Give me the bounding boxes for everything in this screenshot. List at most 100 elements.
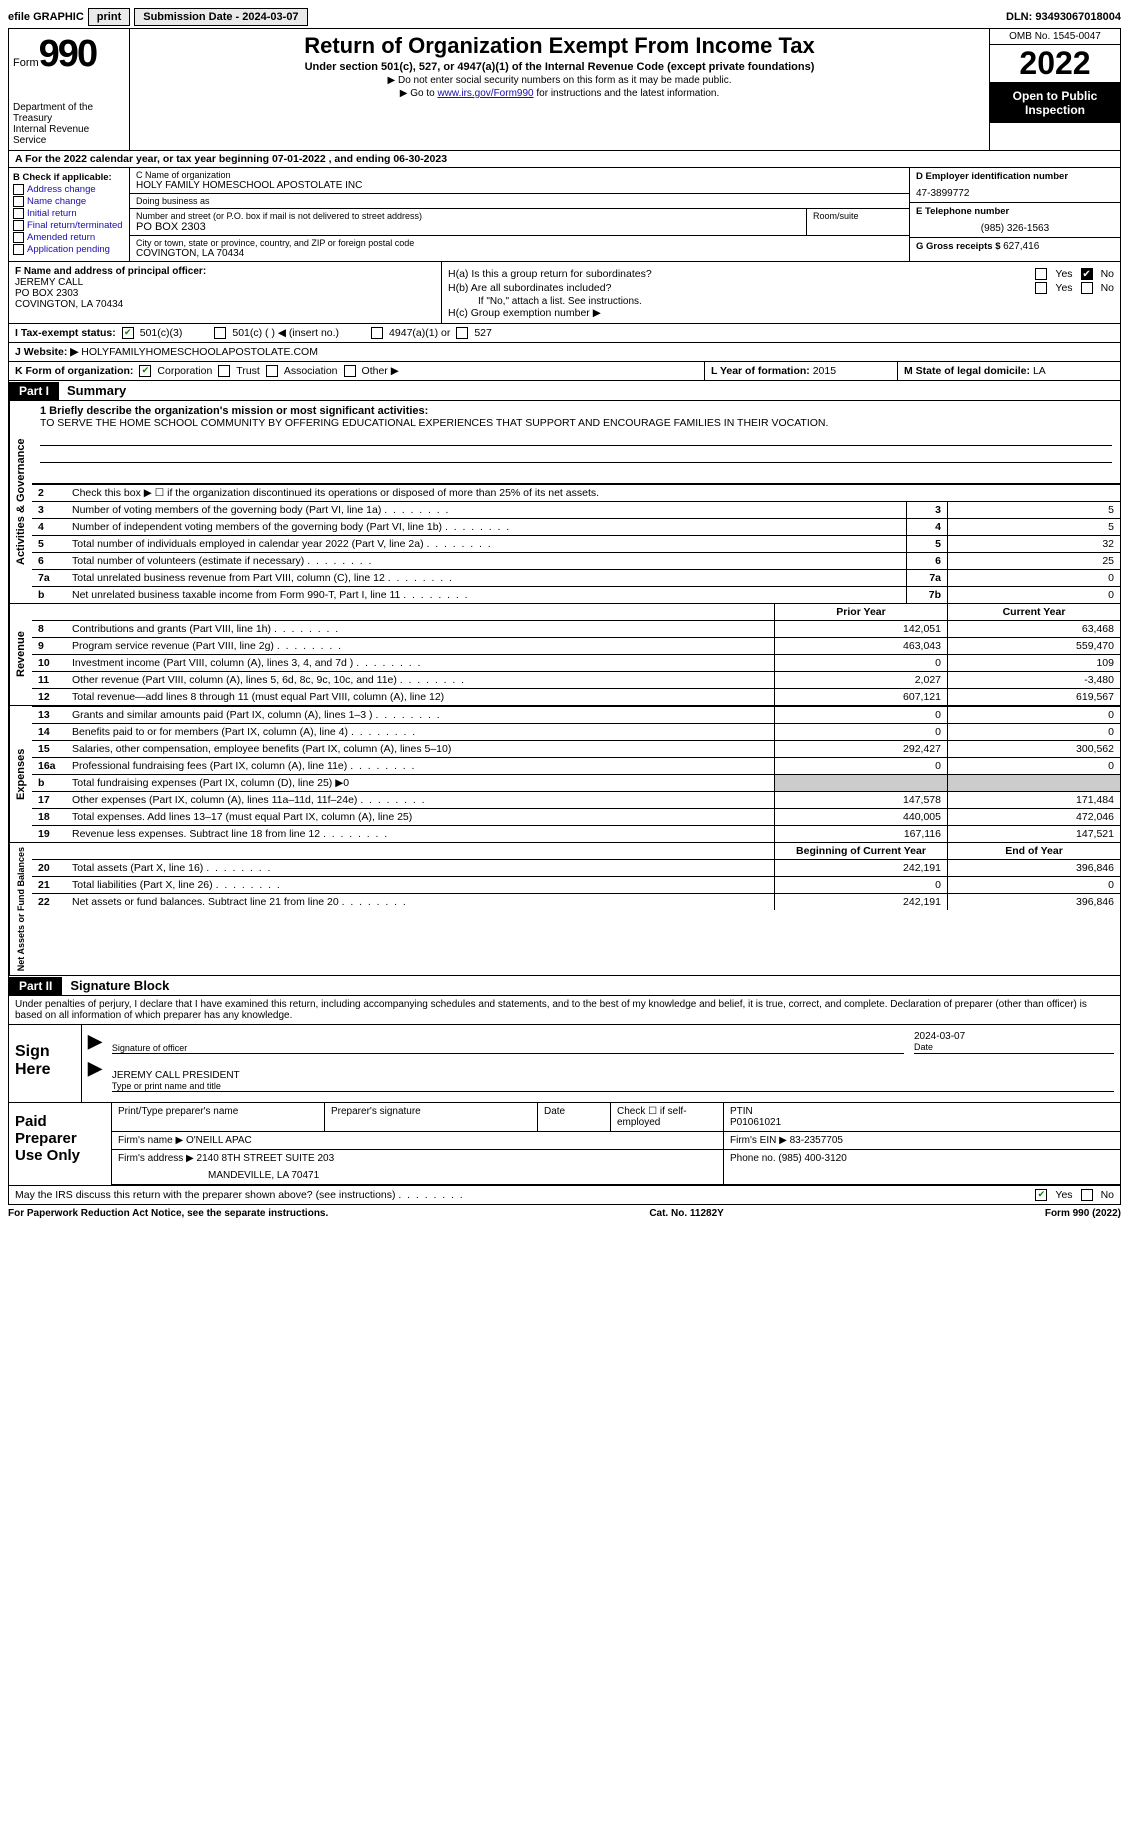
chk-trust[interactable] bbox=[218, 365, 230, 377]
ha-no[interactable]: ✔ bbox=[1081, 268, 1093, 280]
signature-field[interactable]: Signature of officer bbox=[112, 1031, 904, 1054]
revenue-table: Prior YearCurrent Year 8Contributions an… bbox=[32, 604, 1120, 705]
table-row: 16aProfessional fundraising fees (Part I… bbox=[32, 758, 1120, 775]
efile-label: efile GRAPHIC bbox=[8, 11, 84, 23]
gross-receipts: 627,416 bbox=[1003, 241, 1039, 252]
open-inspection: Open to Public Inspection bbox=[990, 83, 1120, 123]
col-b-checkboxes: B Check if applicable: Address change Na… bbox=[9, 168, 130, 261]
mission-text: TO SERVE THE HOME SCHOOL COMMUNITY BY OF… bbox=[40, 417, 1112, 429]
table-row: 21Total liabilities (Part X, line 26)00 bbox=[32, 877, 1120, 894]
table-row: 11Other revenue (Part VIII, column (A), … bbox=[32, 672, 1120, 689]
dept-treasury: Department of the Treasury bbox=[13, 102, 125, 124]
chk-corporation[interactable] bbox=[139, 365, 151, 377]
discuss-with-preparer: May the IRS discuss this return with the… bbox=[8, 1186, 1121, 1205]
arrow-icon: ▶ bbox=[88, 1058, 102, 1092]
hb-yes[interactable] bbox=[1035, 282, 1047, 294]
ssn-note: ▶ Do not enter social security numbers o… bbox=[136, 75, 983, 86]
arrow-icon: ▶ bbox=[88, 1031, 102, 1054]
street-address: PO BOX 2303 bbox=[136, 221, 800, 233]
table-row: bNet unrelated business taxable income f… bbox=[32, 587, 1120, 604]
page-footer: For Paperwork Reduction Act Notice, see … bbox=[8, 1205, 1121, 1222]
tax-exempt-status: I Tax-exempt status: 501(c)(3) 501(c) ( … bbox=[8, 324, 1121, 343]
chk-amended-return[interactable]: Amended return bbox=[13, 232, 125, 243]
form-id-box: Form990 Department of the Treasury Inter… bbox=[9, 29, 130, 150]
chk-address-change[interactable]: Address change bbox=[13, 184, 125, 195]
form-subtitle: Under section 501(c), 527, or 4947(a)(1)… bbox=[136, 61, 983, 73]
firm-phone: (985) 400-3120 bbox=[778, 1153, 846, 1164]
sign-date: 2024-03-07 Date bbox=[914, 1031, 1114, 1054]
org-website: HOLYFAMILYHOMESCHOOLAPOSTOLATE.COM bbox=[81, 346, 318, 358]
paid-preparer-table: Print/Type preparer's name Preparer's si… bbox=[112, 1103, 1120, 1185]
revenue-section: Revenue Prior YearCurrent Year 8Contribu… bbox=[8, 604, 1121, 706]
sign-here-section: Sign Here ▶ Signature of officer 2024-03… bbox=[8, 1025, 1121, 1103]
row-k-l-m: K Form of organization: Corporation Trus… bbox=[8, 362, 1121, 381]
chk-application-pending[interactable]: Application pending bbox=[13, 244, 125, 255]
table-row: 14Benefits paid to or for members (Part … bbox=[32, 724, 1120, 741]
paid-preparer-section: Paid Preparer Use Only Print/Type prepar… bbox=[8, 1103, 1121, 1186]
chk-501c3[interactable] bbox=[122, 327, 134, 339]
table-row: 13Grants and similar amounts paid (Part … bbox=[32, 707, 1120, 724]
topbar: efile GRAPHIC print Submission Date - 20… bbox=[8, 8, 1121, 26]
expenses-table: 13Grants and similar amounts paid (Part … bbox=[32, 706, 1120, 842]
irs-link[interactable]: www.irs.gov/Form990 bbox=[437, 88, 533, 99]
table-row: 18Total expenses. Add lines 13–17 (must … bbox=[32, 809, 1120, 826]
table-row: 20Total assets (Part X, line 16)242,1913… bbox=[32, 860, 1120, 877]
table-row: 3Number of voting members of the governi… bbox=[32, 502, 1120, 519]
discuss-yes[interactable] bbox=[1035, 1189, 1047, 1201]
tax-year: 2022 bbox=[990, 45, 1120, 83]
chk-other[interactable] bbox=[344, 365, 356, 377]
chk-4947[interactable] bbox=[371, 327, 383, 339]
net-assets-section: Net Assets or Fund Balances Beginning of… bbox=[8, 843, 1121, 976]
ein: 47-3899772 bbox=[916, 188, 1114, 199]
col-d-e-g: D Employer identification number 47-3899… bbox=[909, 168, 1120, 261]
print-button[interactable]: print bbox=[88, 8, 130, 26]
ha-yes[interactable] bbox=[1035, 268, 1047, 280]
entity-section: B Check if applicable: Address change Na… bbox=[8, 168, 1121, 262]
table-row: 5Total number of individuals employed in… bbox=[32, 536, 1120, 553]
table-row: 17Other expenses (Part IX, column (A), l… bbox=[32, 792, 1120, 809]
website-note: ▶ Go to www.irs.gov/Form990 for instruct… bbox=[136, 88, 983, 99]
firm-address: 2140 8TH STREET SUITE 203 bbox=[197, 1153, 335, 1164]
chk-name-change[interactable]: Name change bbox=[13, 196, 125, 207]
state-domicile: LA bbox=[1033, 365, 1046, 377]
table-row: 12Total revenue—add lines 8 through 11 (… bbox=[32, 689, 1120, 706]
table-row: 9Program service revenue (Part VIII, lin… bbox=[32, 638, 1120, 655]
hb-no[interactable] bbox=[1081, 282, 1093, 294]
table-row: 22Net assets or fund balances. Subtract … bbox=[32, 894, 1120, 911]
row-j-website: J Website: ▶ HOLYFAMILYHOMESCHOOLAPOSTOL… bbox=[8, 343, 1121, 362]
chk-final-return[interactable]: Final return/terminated bbox=[13, 220, 125, 231]
chk-initial-return[interactable]: Initial return bbox=[13, 208, 125, 219]
hc-group-number: H(c) Group exemption number ▶ bbox=[448, 307, 1114, 319]
mission-box: 1 Briefly describe the organization's mi… bbox=[32, 401, 1120, 484]
expenses-section: Expenses 13Grants and similar amounts pa… bbox=[8, 706, 1121, 843]
org-name: HOLY FAMILY HOMESCHOOL APOSTOLATE INC bbox=[136, 180, 903, 191]
table-row: 8Contributions and grants (Part VIII, li… bbox=[32, 621, 1120, 638]
ptin: P01061021 bbox=[730, 1117, 1114, 1128]
table-row: 15Salaries, other compensation, employee… bbox=[32, 741, 1120, 758]
table-row: 19Revenue less expenses. Subtract line 1… bbox=[32, 826, 1120, 843]
col-c-name-addr: C Name of organization HOLY FAMILY HOMES… bbox=[130, 168, 909, 261]
chk-501c[interactable] bbox=[214, 327, 226, 339]
chk-527[interactable] bbox=[456, 327, 468, 339]
submission-date: Submission Date - 2024-03-07 bbox=[134, 8, 307, 26]
header-right: OMB No. 1545-0047 2022 Open to Public In… bbox=[990, 29, 1120, 150]
discuss-no[interactable] bbox=[1081, 1189, 1093, 1201]
governance-table: 2Check this box ▶ ☐ if the organization … bbox=[32, 484, 1120, 603]
net-assets-table: Beginning of Current YearEnd of Year 20T… bbox=[32, 843, 1120, 910]
part-1-header: Part I Summary bbox=[8, 381, 1121, 401]
dln: DLN: 93493067018004 bbox=[1006, 11, 1121, 23]
row-a-tax-year: A For the 2022 calendar year, or tax yea… bbox=[8, 151, 1121, 168]
irs-label: Internal Revenue Service bbox=[13, 124, 125, 146]
table-row: 6Total number of volunteers (estimate if… bbox=[32, 553, 1120, 570]
table-row: 4Number of independent voting members of… bbox=[32, 519, 1120, 536]
group-return: H(a) Is this a group return for subordin… bbox=[442, 262, 1120, 323]
principal-officer: F Name and address of principal officer:… bbox=[9, 262, 442, 323]
row-f-h: F Name and address of principal officer:… bbox=[8, 262, 1121, 324]
firm-name: O'NEILL APAC bbox=[186, 1135, 252, 1146]
officer-name: JEREMY CALL PRESIDENT Type or print name… bbox=[112, 1058, 1114, 1092]
chk-association[interactable] bbox=[266, 365, 278, 377]
year-formation: 2015 bbox=[813, 365, 836, 377]
perjury-statement: Under penalties of perjury, I declare th… bbox=[8, 996, 1121, 1025]
header-title-box: Return of Organization Exempt From Incom… bbox=[130, 29, 990, 150]
table-row: bTotal fundraising expenses (Part IX, co… bbox=[32, 775, 1120, 792]
